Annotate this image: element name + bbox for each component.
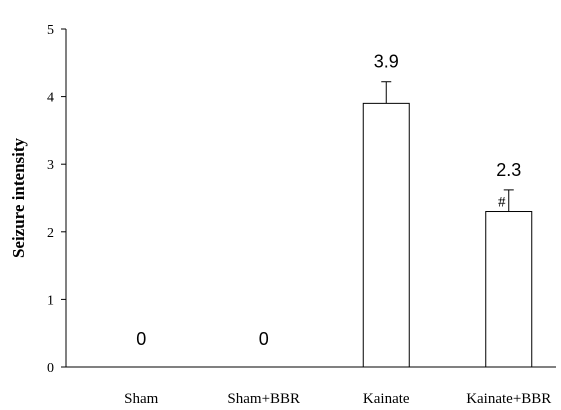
y-tick-label: 5 (47, 23, 54, 38)
bar (485, 211, 533, 368)
value-label: 3.9 (374, 52, 399, 72)
value-label: 2.3 (496, 160, 521, 180)
axes (65, 29, 556, 368)
labels: 0 Sham 0 Sham+BBR 3.9 Kainate 2.3 # Kainate+BBR (124, 52, 551, 407)
bars (362, 81, 533, 368)
y-ticks: 0 1 2 3 4 5 (47, 23, 66, 376)
x-category-label: Kainate (363, 391, 410, 407)
y-axis-label: Seizure intensity (9, 137, 28, 258)
bar (362, 102, 410, 368)
significance-marker: # (498, 195, 506, 211)
y-tick-label: 3 (47, 158, 54, 173)
y-tick-label: 1 (47, 293, 54, 308)
value-label: 0 (136, 329, 146, 349)
y-tick-label: 2 (47, 226, 54, 241)
x-category-label: Sham (124, 391, 159, 407)
y-tick-label: 0 (47, 361, 54, 376)
y-tick-label: 4 (47, 91, 54, 106)
x-category-label: Sham+BBR (227, 391, 300, 407)
value-label: 0 (259, 329, 269, 349)
x-category-label: Kainate+BBR (466, 391, 551, 407)
